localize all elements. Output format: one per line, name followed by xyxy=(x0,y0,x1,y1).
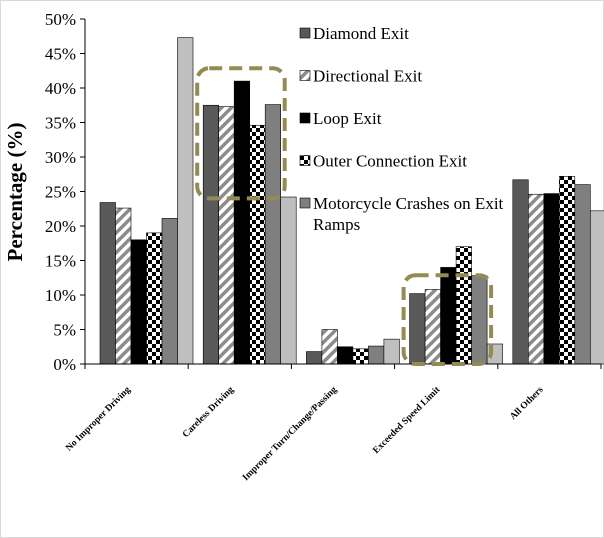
legend-label: Outer Connection Exit xyxy=(313,152,467,171)
y-tick-label: 15% xyxy=(45,252,76,271)
bar-5-careless-driving xyxy=(264,104,282,365)
bar-4-careless-driving xyxy=(249,124,266,365)
legend-label: Diamond Exit xyxy=(313,24,409,43)
bar-4-no-improper-driving xyxy=(146,232,163,365)
legend-swatch xyxy=(299,70,311,81)
bar-3-no-improper-driving xyxy=(130,239,147,365)
y-tick-label: 35% xyxy=(45,114,76,133)
bar-5-exceeded-speed-limit xyxy=(471,275,488,365)
legend-swatch xyxy=(299,27,311,39)
bar-4-exceeded-speed-limit xyxy=(455,246,472,365)
bar-2-no-improper-driving xyxy=(115,207,132,365)
y-tick-label: 50% xyxy=(45,10,76,29)
y-tick-label: 5% xyxy=(53,321,76,340)
y-tick-label: 45% xyxy=(45,45,76,64)
bar-4-all-others xyxy=(558,176,576,365)
bar-5-all-others xyxy=(574,184,591,365)
bar-2-careless-driving xyxy=(218,106,235,365)
bar-5-no-improper-driving xyxy=(161,218,178,365)
x-category-label: All Others xyxy=(508,385,545,422)
bar-4-improper-turn-change-passing xyxy=(352,348,369,365)
x-category-label: Improper Turn/Change/Passing xyxy=(241,385,339,483)
highlight-box xyxy=(195,66,287,201)
bar-1-all-others xyxy=(512,179,529,365)
y-tick-label: 20% xyxy=(45,217,76,236)
bar-2-all-others xyxy=(527,193,545,365)
x-category-label: Careless Driving xyxy=(181,385,236,440)
x-category-label: Exceeded Speed Limit xyxy=(371,384,442,455)
y-tick-label: 0% xyxy=(53,355,76,374)
bar-6-improper-turn-change-passing xyxy=(383,338,400,365)
bar-1-improper-turn-change-passing xyxy=(306,351,323,365)
y-tick-label: 40% xyxy=(45,79,76,98)
legend-swatch xyxy=(299,112,311,124)
legend-swatch xyxy=(299,155,311,166)
legend-swatch xyxy=(299,197,311,209)
bar-6-no-improper-driving xyxy=(177,37,194,365)
bar-3-all-others xyxy=(543,193,560,365)
y-axis-label: Percentage (%) xyxy=(3,123,27,262)
bar-2-exceeded-speed-limit xyxy=(424,289,441,365)
legend-label: Loop Exit xyxy=(313,109,382,128)
bar-6-all-others xyxy=(589,210,604,365)
legend-label: Motorcycle Crashes on Exit Ramps xyxy=(313,194,504,234)
highlight-box xyxy=(401,273,494,367)
bar-1-careless-driving xyxy=(202,104,219,365)
legend-label: Directional Exit xyxy=(313,67,422,86)
bar-2-improper-turn-change-passing xyxy=(321,329,338,365)
y-tick-label: 30% xyxy=(45,148,76,167)
bar-1-no-improper-driving xyxy=(99,202,116,365)
x-category-label: No Improper Driving xyxy=(64,385,133,454)
bar-1-exceeded-speed-limit xyxy=(409,293,426,365)
bar-3-exceeded-speed-limit xyxy=(440,267,457,365)
bar-3-careless-driving xyxy=(233,80,250,365)
y-tick-label: 25% xyxy=(45,183,76,202)
bar-6-careless-driving xyxy=(280,196,297,365)
y-tick-label: 10% xyxy=(45,286,76,305)
bar-5-improper-turn-change-passing xyxy=(368,345,385,365)
bar-3-improper-turn-change-passing xyxy=(337,346,354,365)
